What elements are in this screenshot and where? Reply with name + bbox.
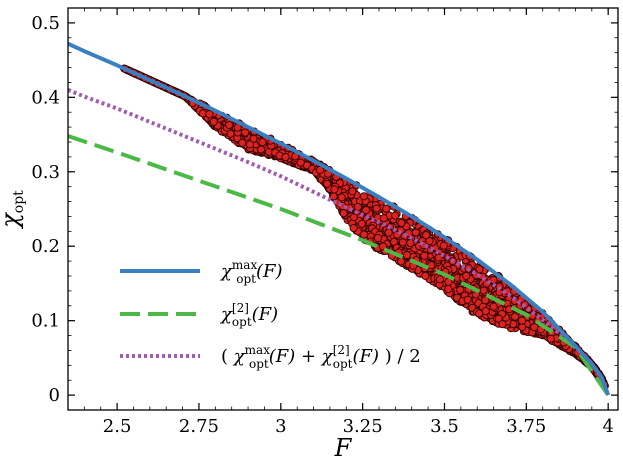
- scatter-point: [421, 271, 430, 280]
- scatter-point: [435, 275, 444, 284]
- scatter-point: [359, 230, 368, 239]
- scatter-point: [330, 185, 339, 194]
- scatter-point: [241, 128, 250, 137]
- legend-label-avg: ( χmax opt(F) + χ[2] opt(F) ) / 2: [221, 343, 421, 371]
- scatter-point: [353, 202, 362, 212]
- x-axis-title: F: [334, 434, 353, 462]
- max-curve: [68, 41, 611, 396]
- scatter-point: [398, 238, 407, 247]
- tick-labels: 2.5 2.75 3 3.25 3.5 3.75 4 0 0.1 0.2 0.3 0.4 0.5: [31, 13, 614, 437]
- svg-text:χopt: χopt: [0, 190, 27, 230]
- scatter-point: [357, 219, 366, 228]
- scatter-point: [463, 295, 472, 304]
- y-tick-label: 0.1: [31, 311, 60, 332]
- x-tick-label: 3.25: [343, 416, 383, 437]
- scatter-point: [475, 309, 484, 318]
- y-axis-title: χopt: [0, 190, 27, 230]
- scatter-point: [439, 241, 448, 250]
- scatter-point: [256, 145, 266, 154]
- scatter-point: [209, 117, 218, 126]
- scatter-point: [372, 204, 381, 213]
- scatter-point: [361, 206, 371, 215]
- y-tick-label: 0: [49, 385, 60, 406]
- scatter-point: [339, 209, 348, 218]
- series-lines: [68, 41, 611, 397]
- scatter-point: [238, 138, 247, 147]
- scatter-point: [530, 323, 539, 332]
- scatter-point: [494, 314, 503, 323]
- scatter-point: [420, 251, 429, 260]
- scatter-point: [258, 138, 267, 147]
- scatter-point: [546, 334, 555, 343]
- plot-frame: [67, 7, 619, 411]
- scatter-point: [337, 193, 346, 202]
- scatter-point: [205, 110, 214, 119]
- scatter-point: [397, 218, 406, 228]
- scatter-point: [481, 296, 490, 305]
- scatter-point: [397, 257, 406, 266]
- scatter-point: [315, 165, 325, 175]
- scatter-point: [296, 158, 305, 167]
- scatter-point: [402, 251, 412, 260]
- scatter-point: [245, 140, 255, 149]
- scatter-point: [511, 312, 520, 321]
- scatter-point: [411, 228, 420, 237]
- x-tick-label: 3: [275, 416, 286, 437]
- scatter-points: [120, 64, 609, 391]
- scatter-point: [489, 275, 498, 285]
- scatter-point: [489, 302, 498, 311]
- x-tick-label: 4: [602, 416, 613, 437]
- legend: χmax opt(F) χ[2] opt(F) ( χmax opt(F) + χ[2…: [120, 258, 421, 371]
- y-tick-label: 0.4: [31, 87, 60, 108]
- x-tick-label: 2.75: [179, 416, 219, 437]
- scatter-point: [379, 214, 388, 223]
- scatter-point: [479, 286, 488, 295]
- y-tick-label: 0.3: [31, 162, 60, 183]
- scatter-point: [348, 187, 357, 196]
- scatter-point: [422, 231, 431, 240]
- y-tick-label: 0.2: [31, 236, 60, 257]
- scatter-point: [249, 134, 258, 143]
- scatter-point: [456, 285, 465, 295]
- y-tick-label: 0.5: [31, 13, 60, 34]
- scatter-point: [382, 204, 391, 213]
- legend-label-max: χmax opt(F): [219, 258, 283, 286]
- legend-label-two: χ[2] opt(F): [219, 301, 278, 329]
- x-tick-label: 3.5: [430, 416, 459, 437]
- scatter-point: [444, 285, 453, 294]
- scatter-point: [517, 316, 527, 325]
- scatter-point: [281, 152, 290, 162]
- scatter-point: [359, 192, 368, 201]
- scatter-point: [427, 261, 436, 270]
- scatter-point: [384, 228, 393, 237]
- scatter-point: [323, 179, 332, 188]
- scatter-point: [373, 233, 382, 243]
- scatter-point: [462, 271, 471, 280]
- two-curve: [68, 134, 610, 397]
- scatter-point: [225, 120, 234, 130]
- x-tick-label: 2.5: [103, 416, 132, 437]
- scatter-point: [391, 211, 400, 220]
- scatter-point: [406, 238, 415, 248]
- scatter-point: [498, 320, 507, 329]
- x-tick-label: 3.75: [506, 416, 546, 437]
- scatter-point: [349, 224, 358, 233]
